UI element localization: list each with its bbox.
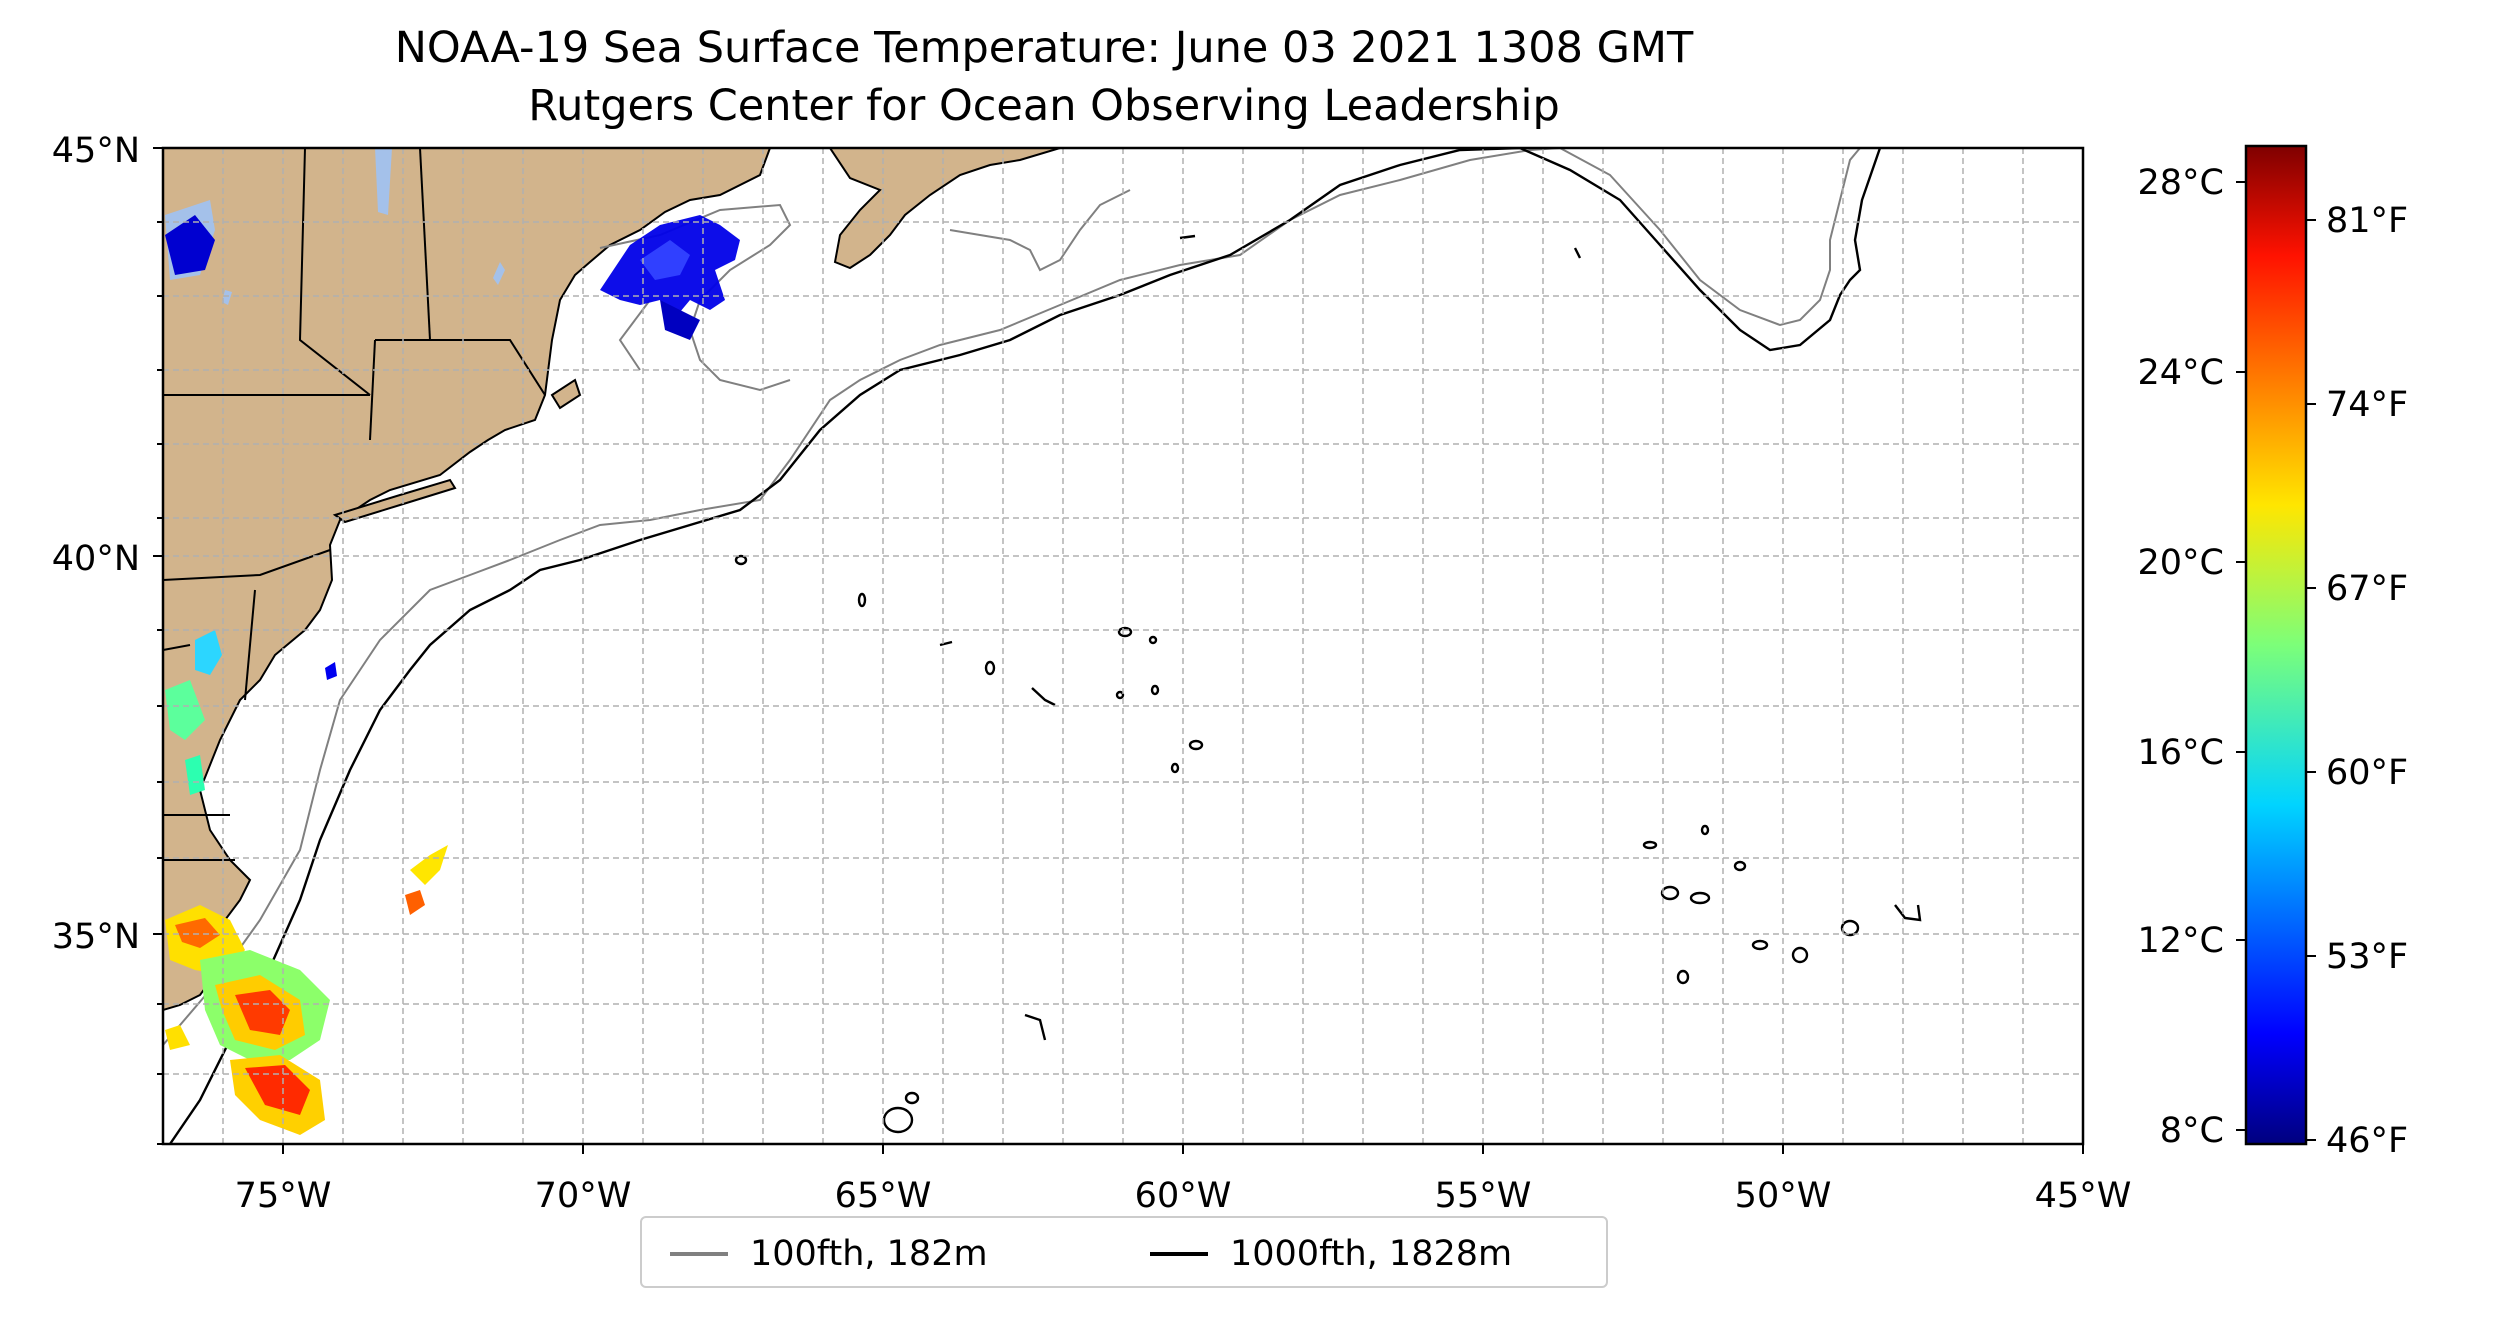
- canada-landmass: [828, 148, 1061, 270]
- colorbar-c-12: 12°C: [2138, 921, 2224, 961]
- colorbar-f-46: 46°F: [2326, 1121, 2408, 1161]
- colorbar-c-24: 24°C: [2138, 353, 2224, 393]
- legend-line-black: [1150, 1252, 1208, 1256]
- colorbar-f-60: 60°F: [2326, 753, 2408, 793]
- graticule: [163, 148, 2083, 1144]
- lat-label-40: 40°N: [52, 539, 140, 579]
- lon-label-55w: 55°W: [1435, 1176, 1532, 1216]
- colorbar: 28°C 24°C 20°C 16°C 12°C 8°C 81°F 74°F 6…: [2138, 144, 2408, 1161]
- legend-label-1000fth: 1000fth, 1828m: [1230, 1234, 1513, 1274]
- lon-label-50w: 50°W: [1735, 1176, 1832, 1216]
- legend-label-100fth: 100fth, 182m: [750, 1234, 988, 1274]
- lon-label-70w: 70°W: [535, 1176, 632, 1216]
- lon-label-65w: 65°W: [835, 1176, 932, 1216]
- colorbar-f-74: 74°F: [2326, 385, 2408, 425]
- legend-item-100fth: 100fth, 182m: [670, 1218, 988, 1290]
- map-title: NOAA-19 Sea Surface Temperature: June 03…: [394, 23, 1694, 73]
- us-landmass: [163, 148, 772, 1012]
- lat-label-45: 45°N: [52, 131, 140, 171]
- colorbar-gradient: [2244, 144, 2308, 1146]
- map-subtitle: Rutgers Center for Ocean Observing Leade…: [528, 81, 1560, 131]
- colorbar-c-28: 28°C: [2138, 163, 2224, 203]
- map-frame: [161, 146, 2085, 1146]
- colorbar-c-8: 8°C: [2160, 1111, 2224, 1151]
- legend-line-gray: [670, 1252, 728, 1256]
- colorbar-f-67: 67°F: [2326, 569, 2408, 609]
- legend-item-1000fth: 1000fth, 1828m: [1150, 1218, 1512, 1290]
- lon-label-60w: 60°W: [1135, 1176, 1232, 1216]
- colorbar-c-16: 16°C: [2138, 733, 2224, 773]
- lon-label-45w: 45°W: [2035, 1176, 2132, 1216]
- lon-label-75w: 75°W: [235, 1176, 332, 1216]
- map-panel: [163, 148, 2083, 1144]
- colorbar-f-81: 81°F: [2326, 201, 2408, 241]
- colorbar-f-53: 53°F: [2326, 937, 2408, 977]
- lat-label-35: 35°N: [52, 917, 140, 957]
- colorbar-c-20: 20°C: [2138, 543, 2224, 583]
- legend: 100fth, 182m 1000fth, 1828m: [640, 1216, 1608, 1288]
